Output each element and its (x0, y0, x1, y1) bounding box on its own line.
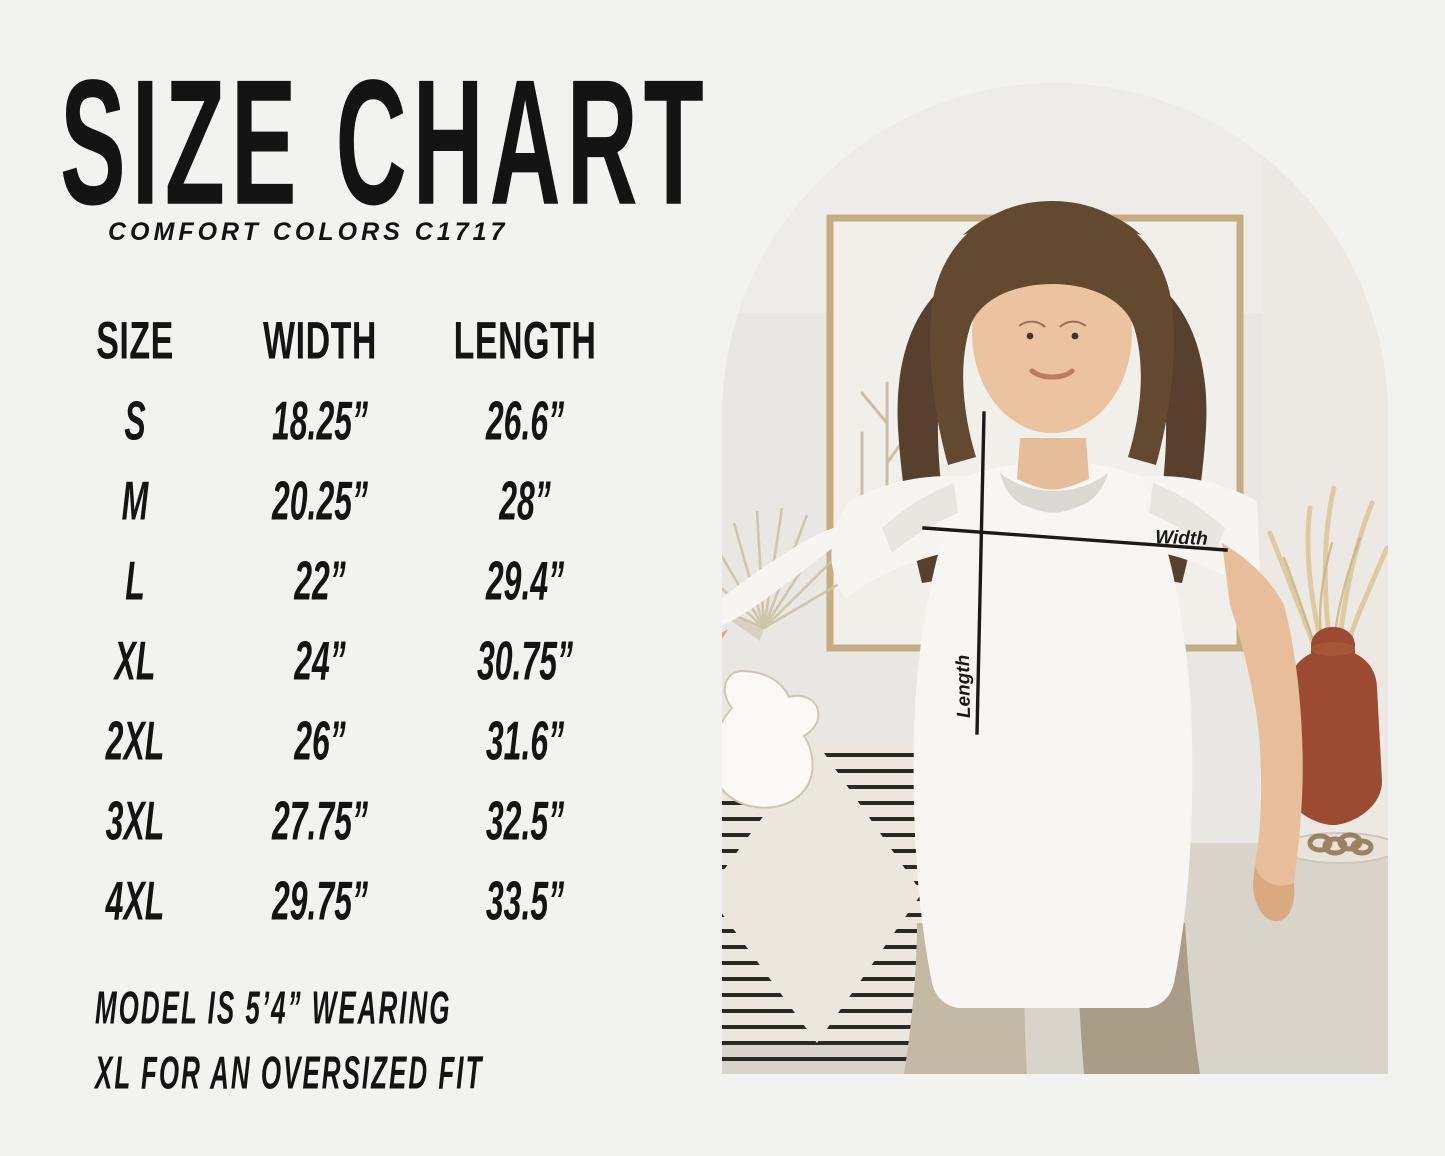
svg-text:Width: Width (1155, 527, 1208, 550)
svg-text:Length: Length (953, 655, 975, 719)
